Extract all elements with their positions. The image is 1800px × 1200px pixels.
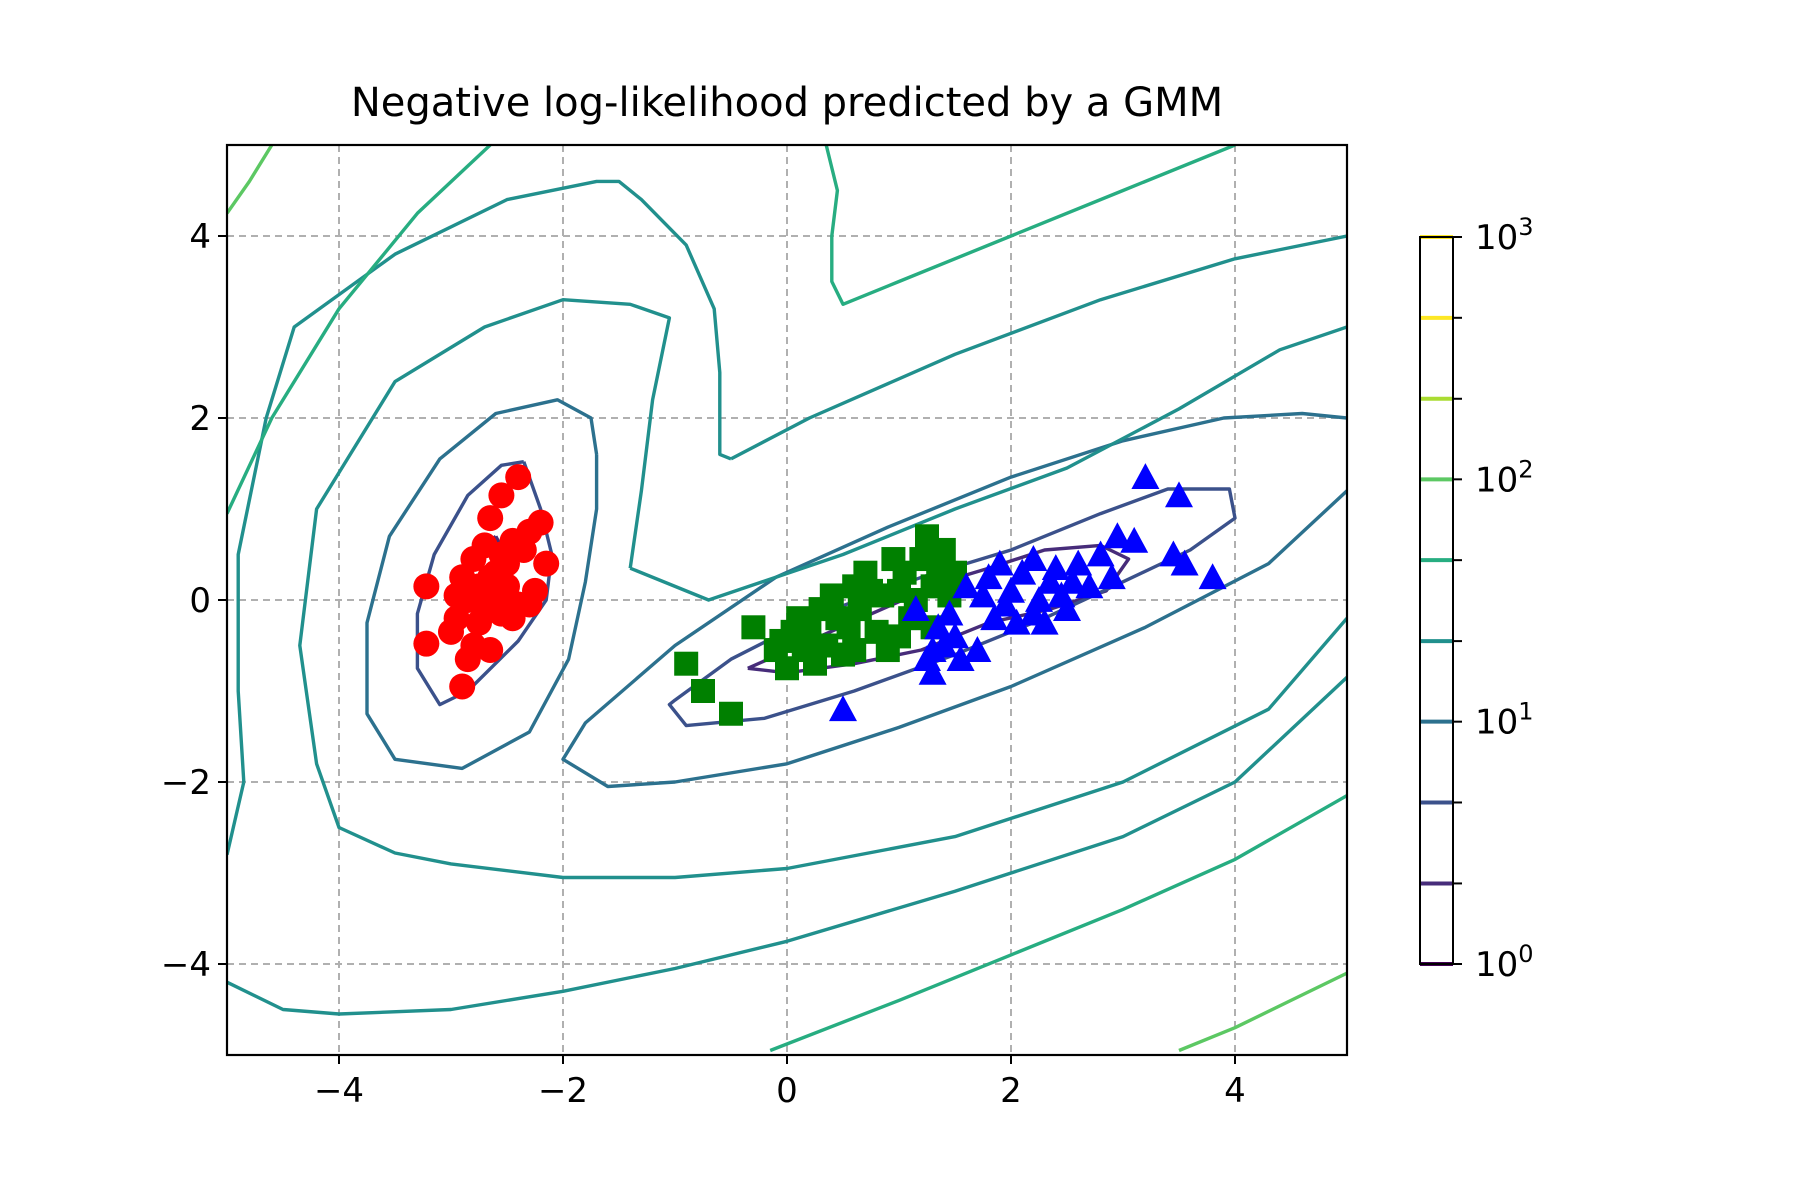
scatter-point-triangle [974, 563, 1003, 590]
contour-line [227, 145, 492, 515]
colorbar-tick-label: 103 [1475, 213, 1534, 258]
scatter-point-circle [413, 573, 440, 600]
contour-line [227, 781, 246, 856]
scatter-point-triangle [980, 604, 1009, 631]
axes: −4 −2 0 2 4 −4 −2 0 2 4 [161, 217, 1246, 1111]
scatter-point-triangle [946, 645, 975, 672]
scatter-point-triangle [924, 613, 953, 640]
scatter-point-triangle [963, 636, 992, 662]
scatter-point-square [691, 679, 715, 703]
contour-lines [227, 145, 1347, 1053]
scatter-point-square [803, 651, 827, 676]
colorbar-tick-label: 101 [1475, 698, 1534, 743]
scatter-point-circle [533, 550, 560, 577]
colorbar-body [1420, 237, 1453, 964]
scatter-point-square [819, 583, 844, 608]
scatter-point-triangle [1120, 526, 1149, 553]
scatter-point-triangle [1058, 567, 1087, 594]
plot-area: −4 −2 0 2 4 −4 −2 0 2 4 [161, 143, 1349, 1111]
contour-line [298, 298, 1347, 880]
scatter-point-triangle [1170, 549, 1199, 576]
contour-line [629, 325, 1347, 602]
scatter-point-circle [438, 618, 464, 645]
scatter-point-triangle [1041, 554, 1070, 581]
scatter-point-circle [488, 541, 515, 568]
scatter-point-triangle [1097, 563, 1126, 590]
scatter-point-triangle [935, 599, 964, 626]
scatter-point-circle [494, 573, 520, 600]
y-tick-label: 4 [189, 217, 211, 257]
scatter-point-triangle [1036, 567, 1065, 594]
scatter-point-square [769, 628, 794, 653]
scatter-point-circle [516, 518, 543, 545]
contour-line [365, 398, 599, 771]
contour-line [227, 145, 274, 215]
contour-line [769, 794, 1347, 1053]
scatter-point-triangle [1019, 599, 1048, 626]
contour-line [561, 411, 1347, 789]
scatter-point-triangle [1086, 540, 1115, 567]
scatter-point-square [674, 651, 699, 676]
y-tick-label: −4 [161, 945, 211, 985]
grid [227, 145, 1347, 1055]
scatter-point-circle [488, 482, 515, 509]
scatter-point-triangle [1064, 549, 1093, 576]
scatter-point-square [887, 624, 911, 649]
scatter-point-circle [443, 582, 470, 609]
x-tick-label: 2 [1000, 1071, 1022, 1111]
scatter-point-triangle [991, 590, 1020, 617]
scatter-point-triangle [952, 572, 981, 599]
scatter-point-circle [449, 673, 476, 700]
scatter-point-square [881, 547, 906, 572]
scatter-point-circle [477, 637, 504, 664]
scatter-point-square [741, 615, 766, 640]
contour-line [227, 676, 1347, 1016]
scatter-point-triangle [829, 695, 857, 722]
scatter-point-triangle [941, 622, 969, 649]
colorbar: 100 101 102 103 [1419, 213, 1534, 985]
scatter-point-triangle [1103, 522, 1132, 549]
x-tick-label: −4 [314, 1071, 364, 1111]
scatter-point-circle [413, 630, 440, 657]
scatter-point-triangle [1019, 545, 1048, 571]
colorbar-frame [1419, 236, 1454, 965]
x-tick-label: −2 [538, 1071, 588, 1111]
contour-line [236, 179, 732, 783]
contour-line [1178, 971, 1347, 1053]
colorbar-tick-label: 100 [1475, 940, 1534, 985]
scatter-point-triangle [1002, 608, 1031, 635]
scatter-point-triangle [1198, 563, 1227, 590]
scatter-point-circle [477, 505, 504, 532]
scatter-point-square [931, 537, 956, 562]
scatter-point-triangle [985, 549, 1014, 576]
scatter-point-triangle [1008, 558, 1037, 585]
scatter-point-triangle [1131, 463, 1160, 490]
contour-line [824, 145, 1236, 306]
scatter-point-triangle [1053, 595, 1081, 621]
scatter-point-triangle [969, 581, 997, 608]
y-tick-label: 0 [189, 581, 211, 621]
scatter-point-triangle [918, 636, 947, 662]
x-tick-label: 0 [776, 1071, 798, 1111]
x-tick-label: 4 [1224, 1071, 1246, 1111]
scatter-point-square [870, 583, 895, 608]
scatter-point-triangle [918, 658, 947, 685]
scatter-point-square [842, 574, 867, 599]
scatter-point-triangle [1165, 481, 1193, 508]
scatter-point-circle [454, 646, 481, 673]
contour-line [730, 234, 1347, 461]
scatter-point-square [831, 642, 855, 667]
scatter-points [413, 463, 1227, 726]
y-tick-label: 2 [189, 399, 211, 439]
scatter-point-circle [505, 464, 532, 491]
y-tick-label: −2 [161, 763, 211, 803]
scatter-point-square [719, 701, 743, 726]
scatter-point-triangle [901, 595, 930, 621]
chart-title: Negative log-likelihood predicted by a G… [351, 80, 1223, 126]
colorbar-tick-label: 102 [1475, 455, 1534, 500]
